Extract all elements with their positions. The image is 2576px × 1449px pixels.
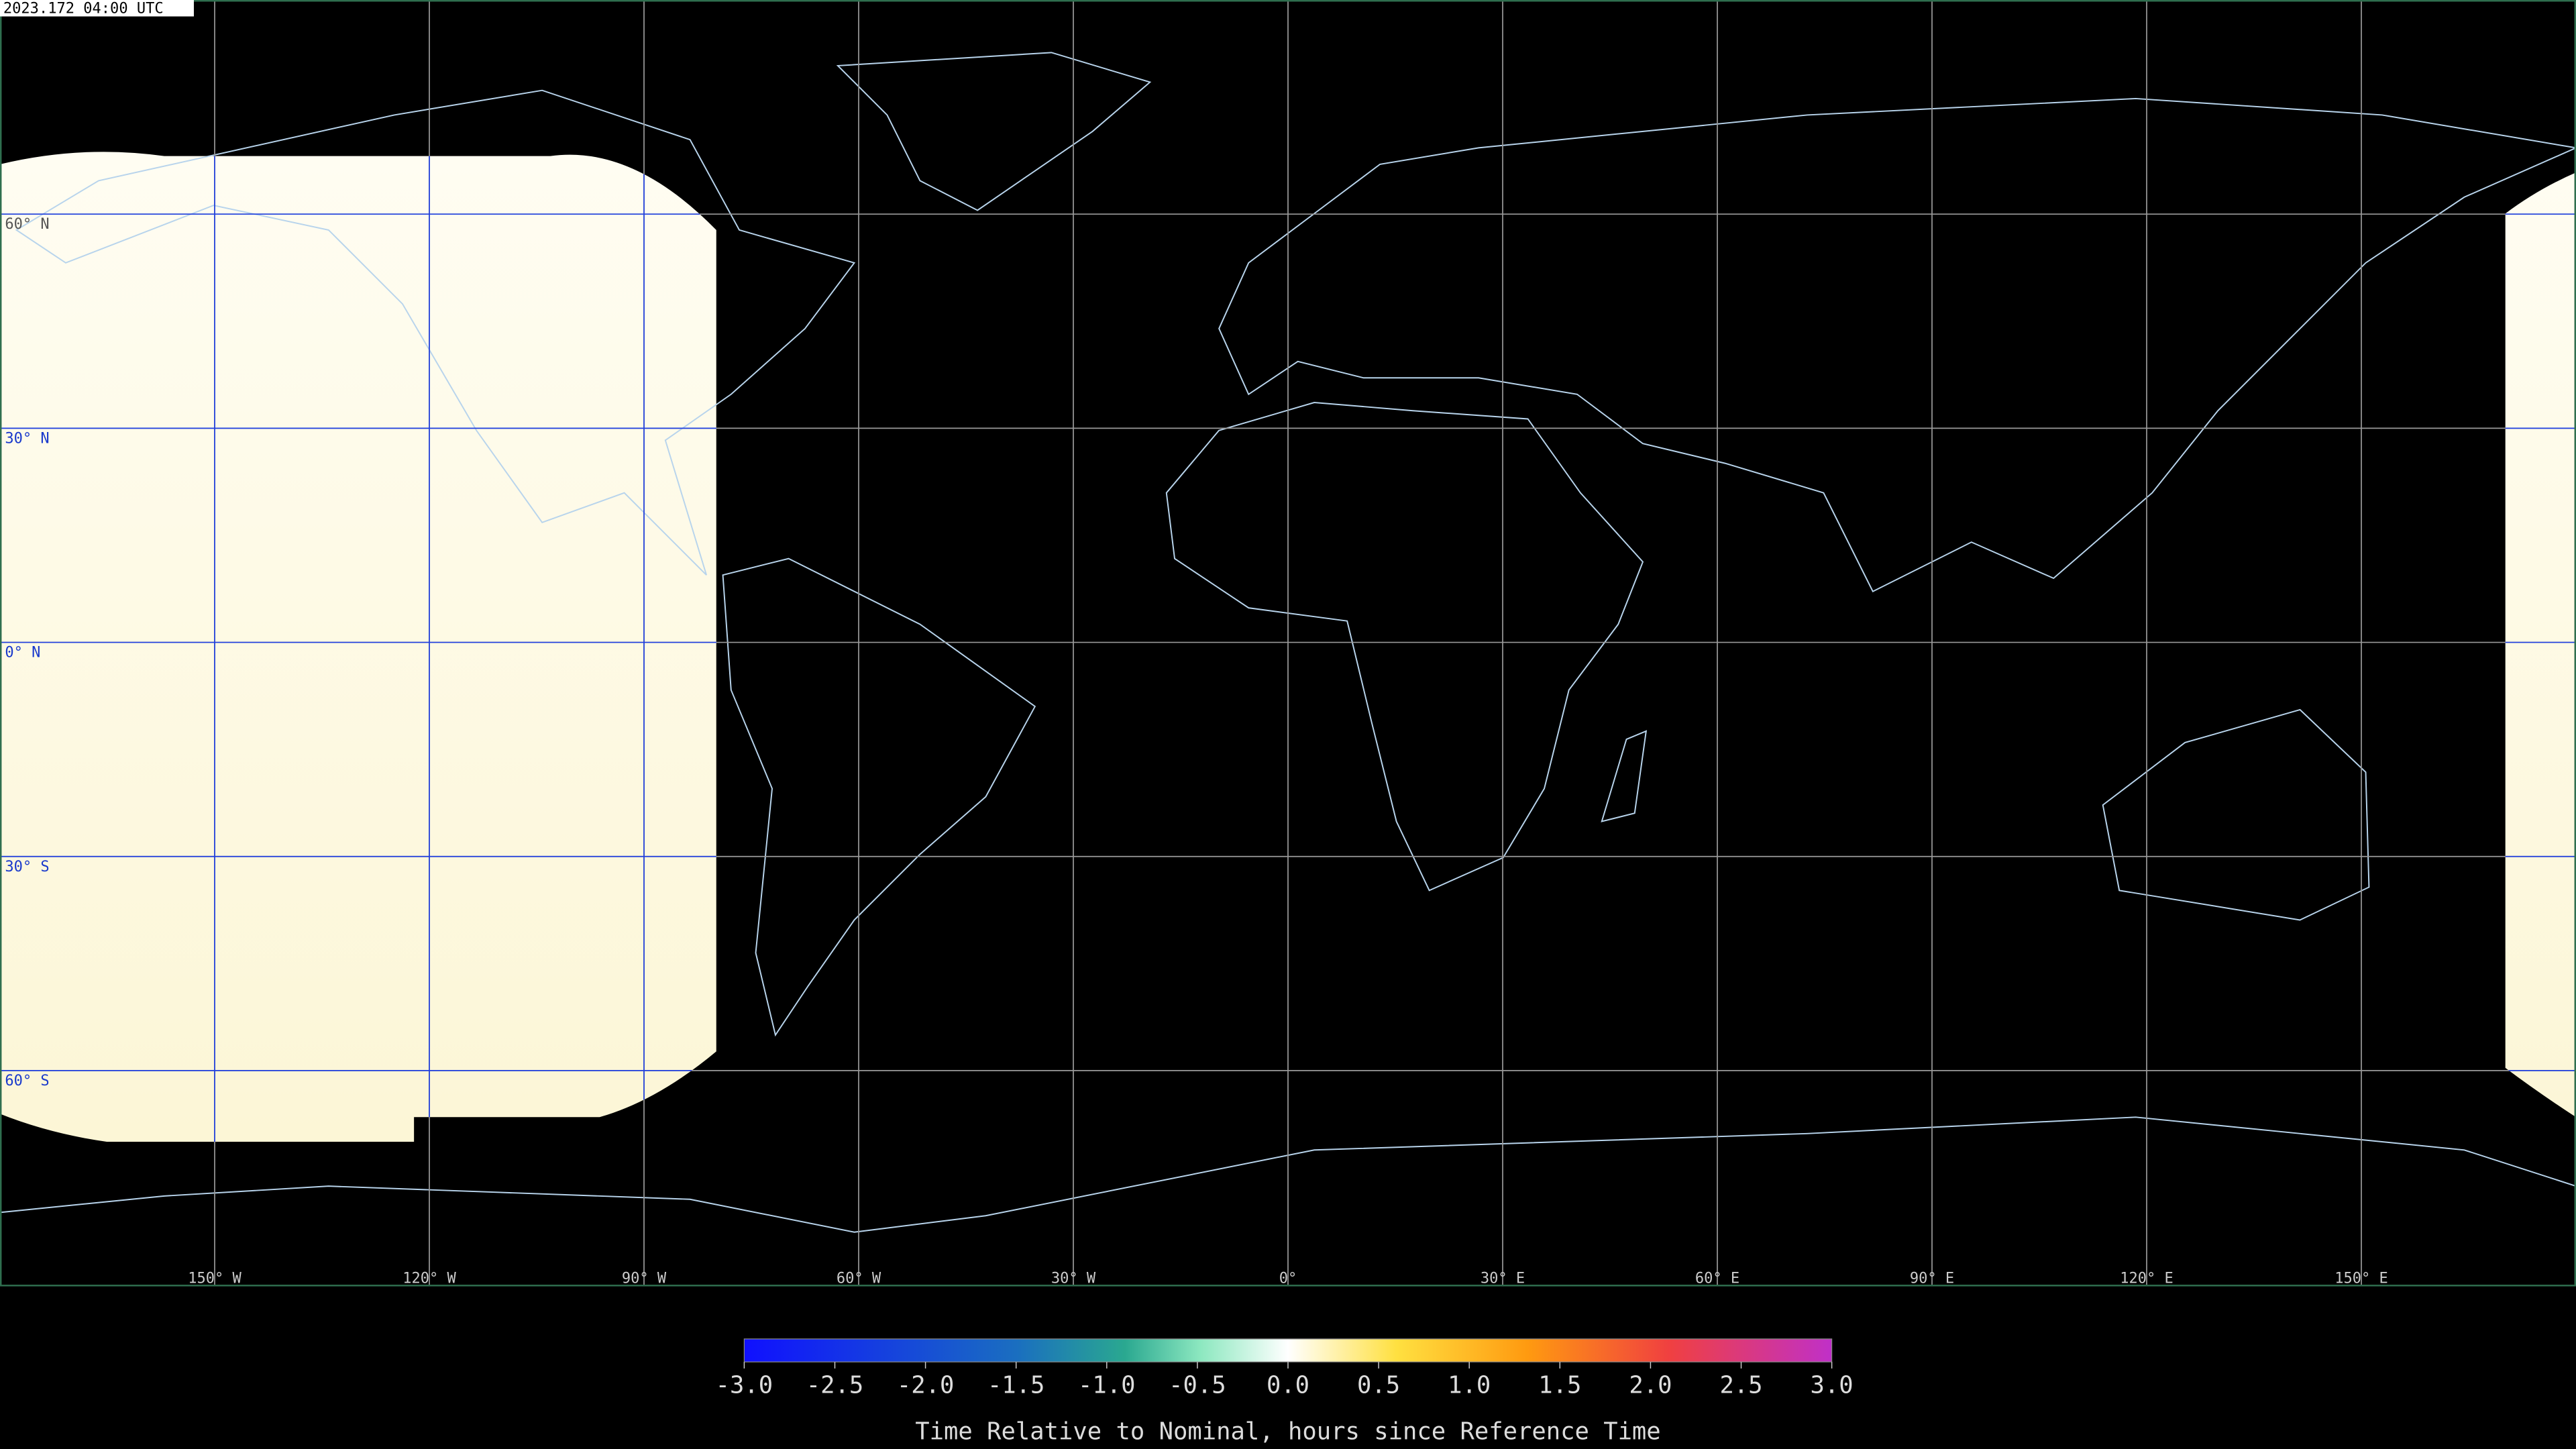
latitude-label: 0° N xyxy=(5,645,40,661)
timestamp-box xyxy=(0,0,194,17)
north-america xyxy=(15,89,856,576)
colorbar xyxy=(743,1338,1833,1362)
longitude-label: 60° W xyxy=(837,1271,881,1287)
colorbar-tick-label: 0.5 xyxy=(1357,1372,1400,1399)
eurasia xyxy=(1218,97,2576,592)
longitude-label: 30° E xyxy=(1481,1271,1525,1287)
colorbar-tick-label: -1.5 xyxy=(987,1372,1045,1399)
longitude-label: 150° W xyxy=(188,1271,241,1287)
longitude-label: 30° W xyxy=(1051,1271,1096,1287)
colorbar-tick-label: 3.0 xyxy=(1811,1372,1854,1399)
antarctica xyxy=(0,1116,2576,1233)
colorbar-tick-label: 1.5 xyxy=(1538,1372,1581,1399)
latitude-label: 60° N xyxy=(5,216,49,233)
coastlines xyxy=(0,52,2576,1233)
greenland xyxy=(836,52,1152,211)
map-frame xyxy=(0,0,2576,1287)
longitude-label: 60° E xyxy=(1695,1271,1739,1287)
axis-labels: 60° N 30° N 0° N 30° S 60° S 150° W 120° W 90° … xyxy=(5,216,2387,1287)
longitude-label: 90° W xyxy=(622,1271,667,1287)
longitude-label: 120° W xyxy=(402,1271,456,1287)
longitude-label: 120° E xyxy=(2120,1271,2174,1287)
colorbar-tick-label: 1.0 xyxy=(1448,1372,1491,1399)
colorbar-tick-label: -1.0 xyxy=(1078,1372,1135,1399)
longitude-label: 150° E xyxy=(2334,1271,2388,1287)
colorbar-tick-label: -2.5 xyxy=(806,1372,863,1399)
africa xyxy=(1165,402,1644,892)
latitude-label: 60° S xyxy=(5,1073,49,1089)
colorbar-label: Time Relative to Nominal, hours since Re… xyxy=(915,1417,1660,1445)
colorbar-tick-label: 2.5 xyxy=(1719,1372,1762,1399)
colorbar-tick-label: -3.0 xyxy=(716,1372,773,1399)
colorbar-tick-label: -2.0 xyxy=(897,1372,955,1399)
latitude-label: 30° S xyxy=(5,859,49,875)
colorbar-tick-label: -0.5 xyxy=(1169,1372,1226,1399)
latitude-label: 30° N xyxy=(5,430,49,447)
timestamp: 2023.172 04:00 UTC xyxy=(3,1,164,17)
colorbar-tick-label: 0.0 xyxy=(1267,1372,1309,1399)
australia xyxy=(2102,708,2370,921)
south-america xyxy=(722,557,1036,1037)
longitude-label: 0° xyxy=(1279,1271,1297,1287)
colorbar-tick-label: 2.0 xyxy=(1629,1372,1672,1399)
colorbar-ticks: -3.0 -2.5 -2.0 -1.5 -1.0 -0.5 0.0 0.5 1.0 1.5 2.0 2… xyxy=(716,1362,1854,1399)
madagascar xyxy=(1601,730,1648,822)
longitude-label: 90° E xyxy=(1910,1271,1954,1287)
